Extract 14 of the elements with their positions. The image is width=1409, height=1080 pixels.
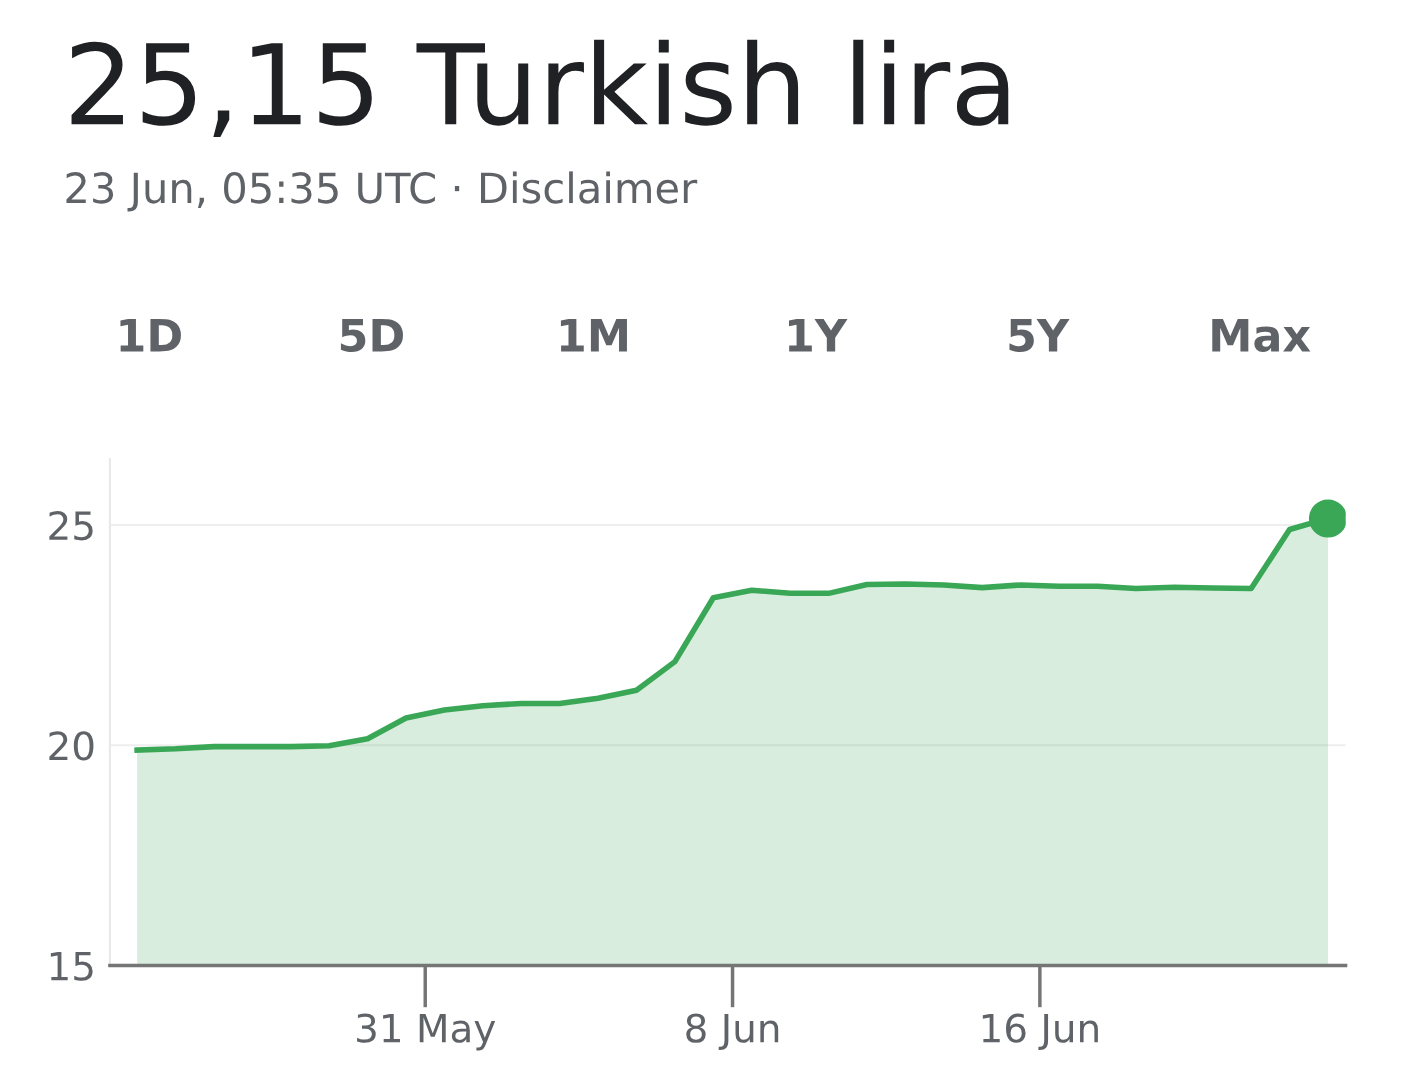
text: 1Y: [788, 318, 848, 352]
chart-subtitle: 23 Jun, 05:35 UTC · Disclaimer: [66, 171, 698, 212]
text: Max: [1212, 318, 1311, 353]
text: 1M: [560, 318, 627, 352]
x-tick-label: 8 Jun: [686, 1013, 779, 1051]
chart-title: 25,15 Turkish lira: [71, 39, 1009, 138]
y-tick-label: 15: [50, 951, 93, 981]
text: 5Y: [1009, 318, 1070, 353]
y-tick-label: 25: [49, 510, 93, 541]
x-tick-label: 16 Jun: [982, 1013, 1098, 1051]
text: 5D: [340, 318, 403, 353]
x-tick-label: 31 May: [357, 1013, 496, 1051]
text: 1D: [120, 318, 181, 352]
y-tick-label: 20: [49, 731, 94, 761]
